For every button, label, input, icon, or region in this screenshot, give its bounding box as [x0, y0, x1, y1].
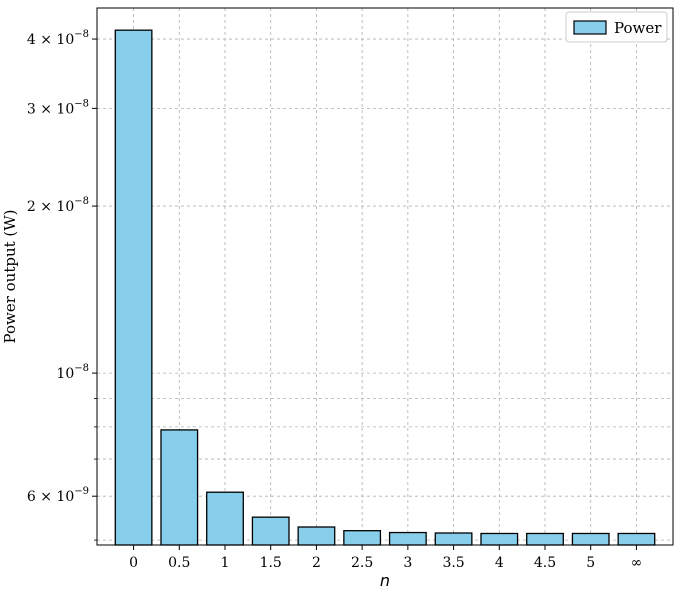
x-tick-label: 1.5: [260, 555, 282, 571]
x-tick-label: 4.5: [534, 555, 556, 571]
x-tick-label: 4: [495, 555, 504, 571]
bar-3.5: [434, 532, 473, 546]
x-tick-label: 5: [586, 555, 595, 571]
bar-2: [297, 526, 336, 546]
bar-0.5: [160, 429, 199, 546]
bar-1: [206, 491, 244, 546]
legend-swatch: [573, 20, 607, 35]
ticks: 0 0.5 1 1.5 2 2.5 3 3.5 4 4.5 5 ∞ 4 × 10−8 3 × 10−8 2 …: [27, 29, 642, 571]
x-tick-label: 1: [221, 555, 230, 571]
bar-5: [571, 532, 610, 546]
bar-0: [114, 29, 153, 546]
y-tick-label: 3 × 10−8: [27, 98, 89, 117]
bar-3: [388, 531, 427, 546]
bar-4: [480, 532, 519, 546]
x-tick-label: 0: [129, 555, 138, 571]
x-tick-label: 3.5: [442, 555, 464, 571]
x-tick-label: 2: [312, 555, 321, 571]
x-tick-label: 0.5: [168, 555, 190, 571]
legend-label: Power: [614, 19, 662, 37]
bar-1.5: [251, 516, 290, 546]
bar-2.5: [343, 530, 382, 546]
legend: Power: [565, 11, 668, 43]
plot-frame: [96, 7, 674, 546]
bars: [114, 29, 656, 546]
y-axis-label: Power output (W): [1, 209, 19, 343]
y-tick-label: 6 × 10−9: [27, 486, 89, 505]
y-tick-label: 4 × 10−8: [27, 29, 89, 48]
y-tick-label: 2 × 10−8: [27, 196, 89, 215]
bar-4.5: [526, 532, 564, 546]
bar-∞: [617, 532, 656, 546]
x-tick-label: ∞: [631, 555, 643, 571]
x-tick-label: 3: [403, 555, 412, 571]
y-tick-label: 10−8: [56, 363, 89, 382]
x-tick-label: 2.5: [351, 555, 373, 571]
x-axis-label: n: [380, 571, 390, 590]
